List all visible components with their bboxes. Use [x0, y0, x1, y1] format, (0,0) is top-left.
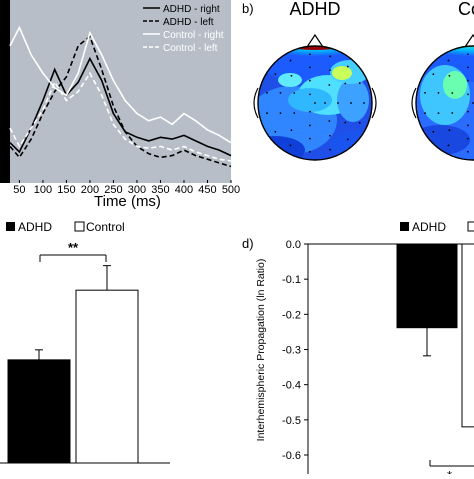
x-tick-label: 300 — [128, 184, 146, 196]
x-tick-label: 200 — [81, 184, 99, 196]
series-line-2 — [9, 25, 232, 144]
panel-b-topomaps: b) ADHD Co — [240, 0, 474, 200]
topomap-title-adhd: ADHD — [289, 0, 340, 19]
x-tick-label: 400 — [175, 184, 193, 196]
x-tick-label: 350 — [151, 184, 169, 196]
bar-chart-c-svg: ADHD Control ** — [0, 220, 170, 464]
bar-control — [75, 289, 139, 464]
panel-a-line-chart: ADHD - right ADHD - left Control - right Co… — [0, 0, 240, 210]
legend-label-3: Control - left — [163, 43, 218, 54]
legend-swatch-control — [74, 221, 85, 232]
bar-adhd — [396, 243, 458, 329]
panel-d-bar-chart: d) ADHD Interhemispheric Propagation (ln… — [240, 210, 474, 479]
x-tick-label: 500 — [222, 184, 240, 196]
series-line-1 — [9, 35, 232, 168]
series-line-0 — [9, 56, 232, 157]
line-chart-svg: ADHD - right ADHD - left Control - right Co… — [0, 0, 240, 210]
y-tick-label: -0.1 — [282, 274, 301, 286]
x-tick-label: 50 — [13, 184, 25, 196]
legend-swatch-adhd-d — [400, 222, 409, 231]
topomap-adhd — [253, 33, 377, 161]
significance-label-c: ** — [68, 240, 79, 255]
left-black-bar — [0, 0, 10, 183]
significance-label-d: * — [447, 468, 452, 474]
x-tick-label: 100 — [34, 184, 52, 196]
legend-label-2: Control - right — [163, 30, 224, 41]
legend-label-1: ADHD - left — [163, 17, 214, 28]
bar-adhd — [7, 359, 71, 464]
legend-label-adhd: ADHD — [18, 220, 52, 234]
panel-c-bar-chart: ADHD Control ** — [0, 210, 240, 474]
x-tick-label: 250 — [104, 184, 122, 196]
legend-swatch-adhd — [6, 222, 15, 231]
y-tick-label: -0.4 — [282, 380, 301, 392]
y-tick-label: -0.5 — [282, 415, 301, 427]
y-tick-label: -0.2 — [282, 309, 301, 321]
legend-d: ADHD — [400, 220, 474, 234]
significance-bracket-c: ** — [39, 240, 107, 262]
series-line-3 — [9, 71, 232, 162]
topomap-svg: b) ADHD Co — [242, 0, 474, 161]
y-tick-label: -0.3 — [282, 345, 301, 357]
y-tick-label: -0.6 — [282, 450, 301, 462]
x-tick-label: 150 — [57, 184, 75, 196]
legend-label-0: ADHD - right — [163, 4, 220, 15]
legend-c: ADHD Control — [6, 220, 125, 234]
x-tick-label: 450 — [198, 184, 216, 196]
bar-control — [461, 243, 474, 428]
topomap-title-control: Co — [458, 0, 474, 19]
bar-chart-d-svg: d) ADHD Interhemispheric Propagation (ln… — [242, 220, 474, 479]
y-axis-label-d: Interhemispheric Propagation (ln Ratio) — [255, 259, 267, 442]
y-tick-label: 0.0 — [286, 239, 301, 251]
significance-bracket-d: * — [429, 460, 474, 479]
legend-label-adhd-d: ADHD — [412, 220, 446, 234]
panel-label-d: d) — [242, 236, 254, 251]
legend-label-control: Control — [86, 220, 125, 234]
x-axis-label: Time (ms) — [94, 193, 161, 210]
panel-label-b: b) — [242, 1, 254, 16]
topomap-control — [411, 33, 474, 161]
legend-swatch-control-d — [467, 221, 474, 232]
